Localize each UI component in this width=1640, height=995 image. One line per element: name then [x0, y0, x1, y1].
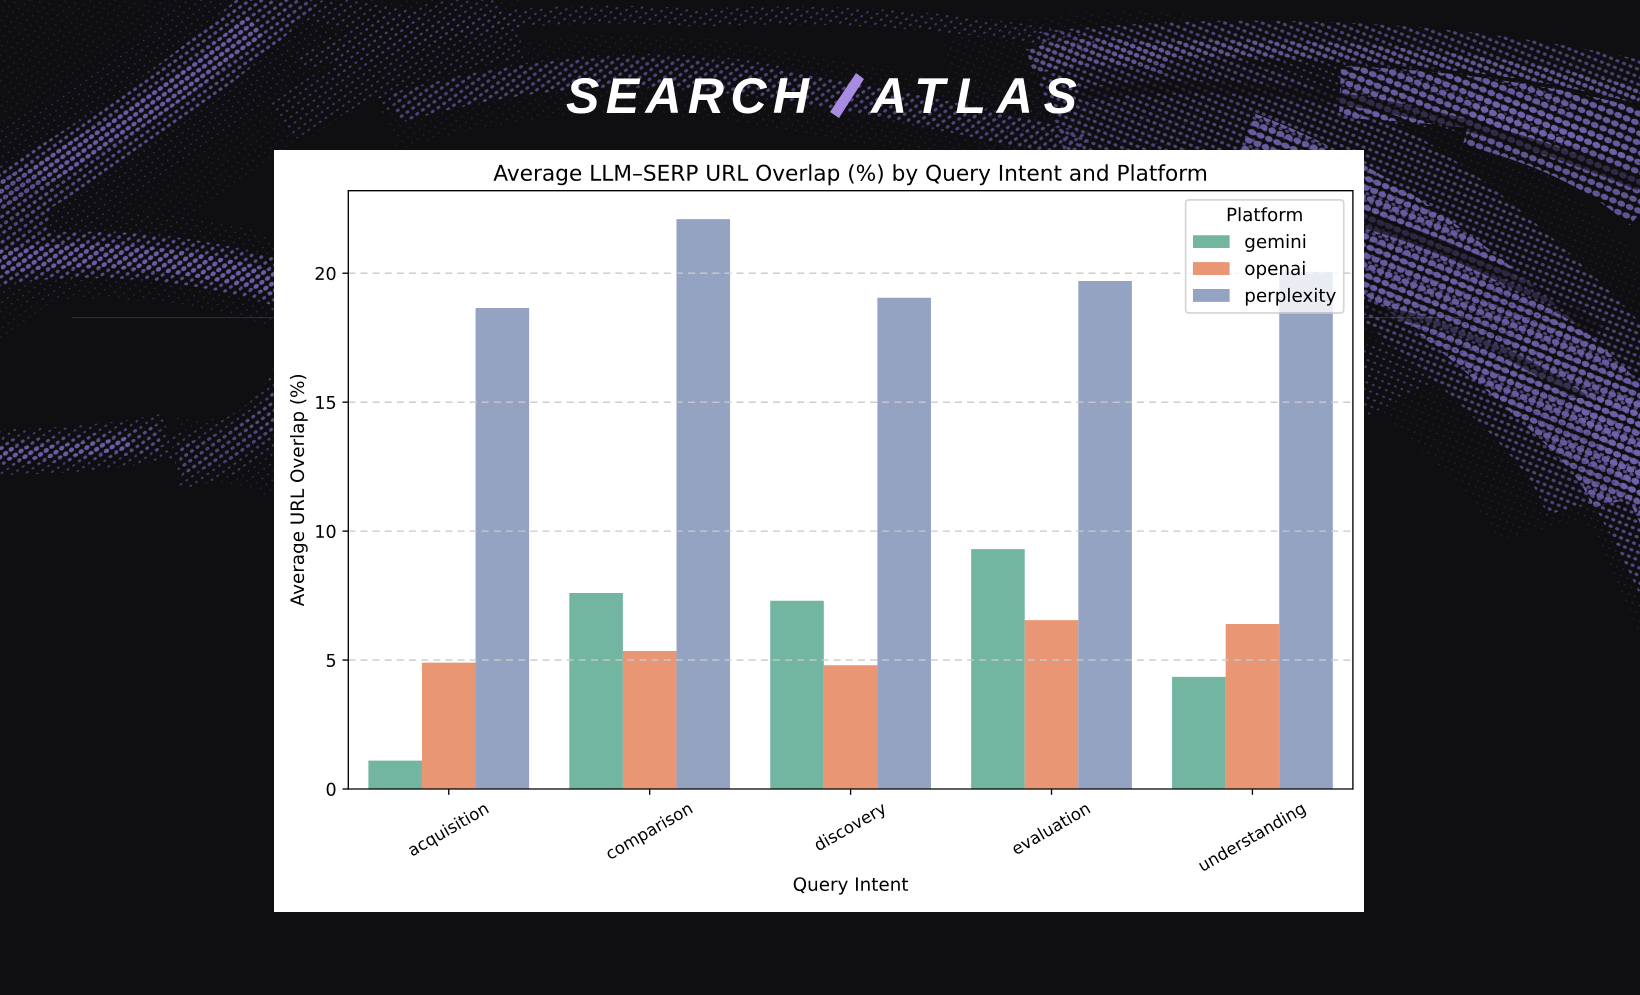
svg-text:SEARCH: SEARCH — [566, 68, 810, 124]
svg-text:ATLAS: ATLAS — [869, 68, 1077, 124]
